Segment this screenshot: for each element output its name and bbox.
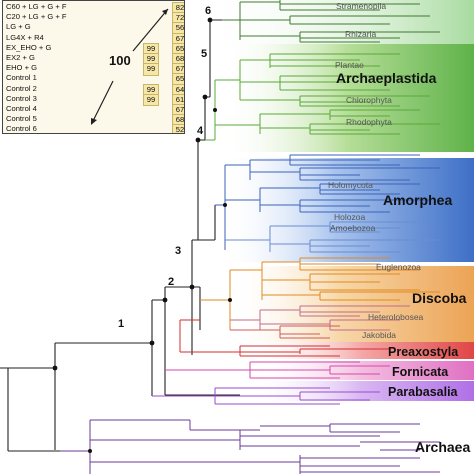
model-label: LG4X + R4 bbox=[6, 32, 44, 42]
support-value-b: 52 bbox=[172, 124, 184, 133]
model-label: Control 3 bbox=[6, 93, 37, 103]
label-stramenopila: Stramenopila bbox=[336, 1, 386, 11]
fornicata-branches bbox=[165, 361, 390, 379]
model-label: Control 5 bbox=[6, 114, 37, 124]
backbone-branches bbox=[0, 19, 240, 452]
label-archaea: Archaea bbox=[415, 439, 470, 455]
model-label: C20 + LG + G + F bbox=[6, 12, 67, 22]
archaeplastida-branches bbox=[205, 53, 440, 141]
support-value-a: 99 bbox=[143, 93, 159, 107]
label-holomycota: Holomycota bbox=[328, 180, 373, 190]
table-row: C60 + LG + G + F 82 bbox=[3, 2, 184, 15]
model-label: Control 2 bbox=[6, 83, 37, 93]
discoba-branches bbox=[200, 257, 440, 330]
node-label-4: 4 bbox=[197, 125, 204, 137]
node-label-2: 2 bbox=[168, 276, 174, 288]
model-label: LG + G bbox=[6, 22, 31, 32]
node-label-3: 3 bbox=[175, 245, 181, 257]
table-row: EX2 + G 99 68 bbox=[3, 53, 184, 66]
label-fornicata: Fornicata bbox=[392, 365, 449, 379]
table-row: Control 4 67 bbox=[3, 104, 184, 117]
support-value-a: 99 bbox=[143, 42, 159, 56]
support-value-a: 99 bbox=[143, 63, 159, 76]
table-row: Control 5 68 bbox=[3, 114, 184, 127]
sar-branches bbox=[222, 0, 440, 43]
node-label-5: 5 bbox=[201, 48, 207, 60]
model-label: EHO + G bbox=[6, 63, 38, 73]
big-support-value: 100 bbox=[109, 53, 131, 68]
label-preaxostyla: Preaxostyla bbox=[388, 345, 459, 359]
table-row: EHO + G 99 67 bbox=[3, 63, 184, 76]
node-label-6: 6 bbox=[205, 5, 211, 17]
table-row: C20 + LG + G + F 72 bbox=[3, 12, 184, 25]
parabasalia-branches bbox=[152, 387, 380, 405]
label-amorphea: Amorphea bbox=[383, 192, 452, 208]
table-row: Control 3 99 61 bbox=[3, 93, 184, 107]
label-holozoa: Holozoa bbox=[334, 212, 365, 222]
archaea-branches bbox=[60, 419, 440, 474]
label-jakobida: Jakobida bbox=[362, 330, 396, 340]
support-table: 100 C60 + LG + G + F 82 C20 + LG + G + F 72… bbox=[2, 0, 185, 134]
amorphea-branches bbox=[215, 154, 440, 250]
node-dots bbox=[52, 17, 232, 453]
table-row: Control 2 99 64 bbox=[3, 83, 184, 97]
band-discoba bbox=[230, 266, 474, 342]
model-label: C60 + LG + G + F bbox=[6, 2, 67, 11]
label-euglenozoa: Euglenozoa bbox=[376, 262, 421, 272]
band-fornicata bbox=[250, 361, 474, 380]
heterolobosea-branches bbox=[230, 305, 410, 331]
band-parabasalia bbox=[250, 381, 474, 401]
band-sar bbox=[200, 0, 474, 44]
table-row: Control 6 52 bbox=[3, 124, 184, 134]
label-chlorophyta: Chlorophyta bbox=[346, 95, 392, 105]
model-label: Control 4 bbox=[6, 104, 37, 113]
preaxostyla-branches bbox=[179, 319, 390, 357]
model-label: EX2 + G bbox=[6, 53, 35, 62]
table-row: Control 1 65 bbox=[3, 73, 184, 86]
support-arrows bbox=[91, 8, 169, 125]
label-rhodophyta: Rhodophyta bbox=[346, 117, 392, 127]
model-label: EX_EHO + G bbox=[6, 42, 52, 52]
table-row: LG + G 56 bbox=[3, 22, 184, 35]
label-heterolobosea: Heterolobosea bbox=[368, 312, 424, 322]
table-row: LG4X + R4 67 bbox=[3, 32, 184, 46]
jakobida-branches bbox=[230, 325, 340, 339]
model-label: Control 6 bbox=[6, 124, 37, 134]
label-rhizaria: Rhizaria bbox=[345, 29, 376, 39]
model-label: Control 1 bbox=[6, 73, 37, 83]
label-plantae: Plantae bbox=[335, 60, 364, 70]
label-parabasalia: Parabasalia bbox=[388, 385, 459, 399]
label-archaeplastida: Archaeplastida bbox=[336, 70, 437, 86]
amoebozoa-branches bbox=[225, 221, 440, 253]
label-discoba: Discoba bbox=[412, 290, 467, 306]
label-amoebozoa: Amoebozoa bbox=[330, 223, 376, 233]
table-row: EX_EHO + G 99 65 bbox=[3, 42, 184, 56]
node-label-1: 1 bbox=[118, 318, 124, 330]
